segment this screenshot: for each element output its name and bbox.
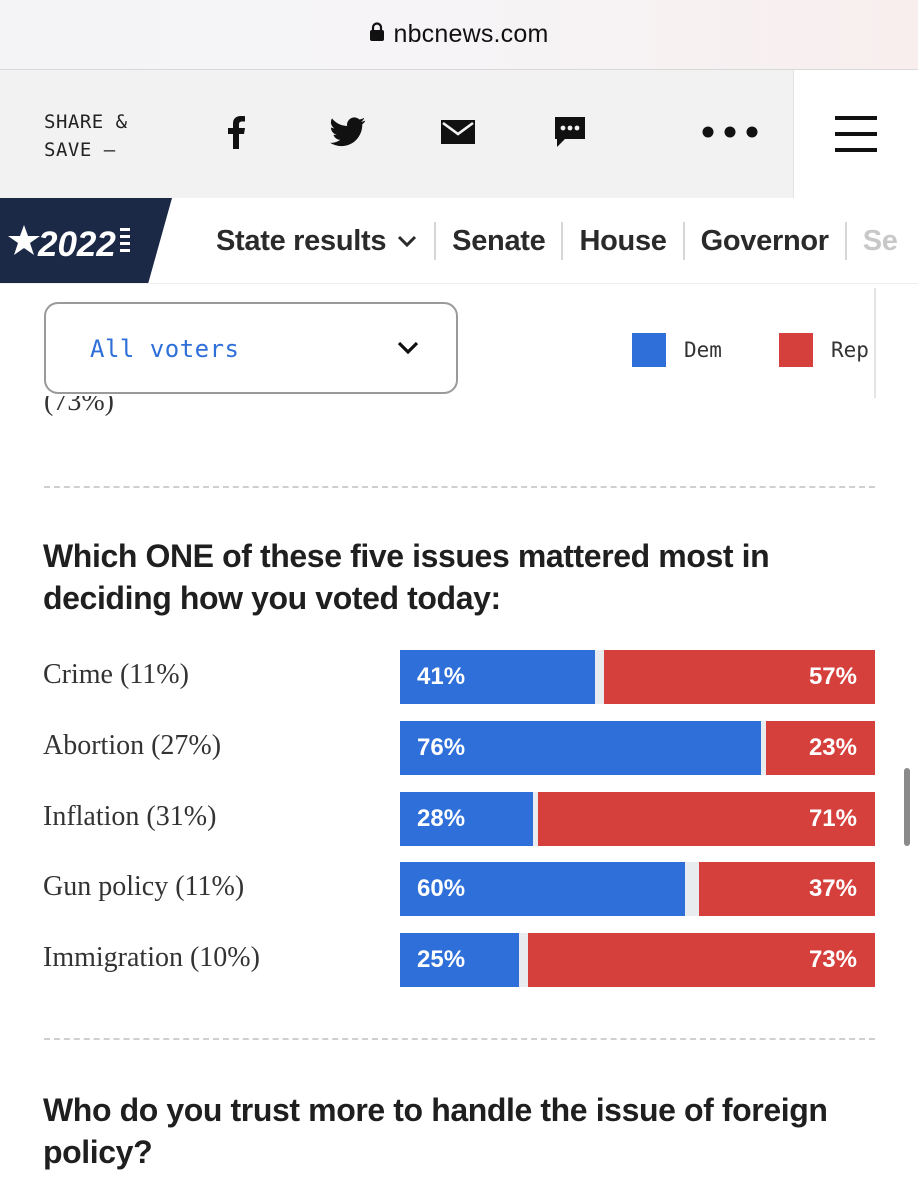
legend-dem-swatch [632,333,666,367]
voter-filter-select[interactable]: All voters [44,302,458,394]
nav-senate[interactable]: Senate [452,224,546,257]
rep-value: 57% [808,663,857,690]
election-nav: 2022 State results Senate House Governor… [0,198,918,284]
previous-item-cutoff: (73%) [44,396,244,430]
chevron-down-icon [398,235,417,248]
menu-button[interactable] [793,70,918,198]
nav-divider [844,222,847,260]
email-icon[interactable] [438,112,478,152]
row-label: Abortion (27%) [43,730,222,761]
nav-divider [434,222,437,260]
rep-bar: 73% [528,933,875,987]
previous-item-cutoff-text: (73%) [44,396,114,417]
dem-bar: 60% [400,862,685,916]
nav-state-results[interactable]: State results [216,225,418,258]
rep-value: 37% [808,875,857,902]
voter-filter-value: All voters [90,335,240,363]
row-label: Gun policy (11%) [43,871,245,902]
election-2022-logo[interactable]: 2022 [0,198,172,284]
lock-icon [369,22,385,47]
legend-rep: Rep [779,333,869,367]
chart-row: Inflation (31%) 28% 71% [0,792,918,846]
nav-governor[interactable]: Governor [700,224,829,257]
dem-bar: 76% [400,721,761,775]
dem-value: 41% [417,663,466,690]
legend-dem: Dem [632,333,722,367]
bar-track: 60% 37% [400,862,875,916]
twitter-icon[interactable] [328,112,368,152]
nav-more-partial[interactable]: Se [862,224,898,257]
bar-track: 25% 73% [400,933,875,987]
scrollbar-thumb[interactable] [904,768,910,846]
chart-row: Gun policy (11%) 60% 37% [0,862,918,916]
chart-row: Abortion (27%) 76% 23% [0,721,918,775]
more-icon[interactable] [700,112,760,152]
menu-icon [835,116,877,152]
legend-dem-label: Dem [684,338,722,362]
dem-value: 60% [417,875,466,902]
rep-value: 73% [808,946,857,973]
legend-divider [874,288,876,398]
legend-rep-label: Rep [831,338,869,362]
nav-divider [561,222,564,260]
legend-rep-swatch [779,333,813,367]
rep-value: 23% [808,734,857,761]
dem-value: 76% [417,734,466,761]
rep-value: 71% [808,805,857,832]
nav-state-results-label: State results [216,224,387,257]
chart-row: Crime (11%) 41% 57% [0,650,918,704]
url-bar[interactable]: nbcnews.com [0,0,918,70]
nav-house[interactable]: House [579,224,667,257]
section-divider [44,486,875,488]
sms-icon[interactable] [550,112,590,152]
facebook-icon[interactable] [216,112,256,152]
dem-value: 28% [417,805,466,832]
dem-value: 25% [417,946,466,973]
nav-divider [682,222,685,260]
rep-bar: 71% [538,792,875,846]
chart-row: Immigration (10%) 25% 73% [0,933,918,987]
row-label: Crime (11%) [43,659,189,690]
bar-track: 41% 57% [400,650,875,704]
url-text: nbcnews.com [393,20,549,48]
rep-bar: 57% [604,650,875,704]
logo-text: 2022 [37,225,116,264]
dem-bar: 25% [400,933,519,987]
row-label: Inflation (31%) [43,801,217,832]
bar-track: 28% 71% [400,792,875,846]
bar-track: 76% 23% [400,721,875,775]
dem-bar: 28% [400,792,533,846]
dem-bar: 41% [400,650,595,704]
rep-bar: 37% [699,862,875,916]
question-title-issues: Which ONE of these five issues mattered … [43,538,770,616]
rep-bar: 23% [766,721,875,775]
row-label: Immigration (10%) [43,942,260,973]
share-bar: SHARE & SAVE — [0,70,918,198]
question-title-foreign-policy: Who do you trust more to handle the issu… [43,1092,828,1170]
section-divider [44,1038,875,1040]
share-save-label: SHARE & SAVE — [44,111,128,161]
chevron-down-icon [397,341,419,355]
